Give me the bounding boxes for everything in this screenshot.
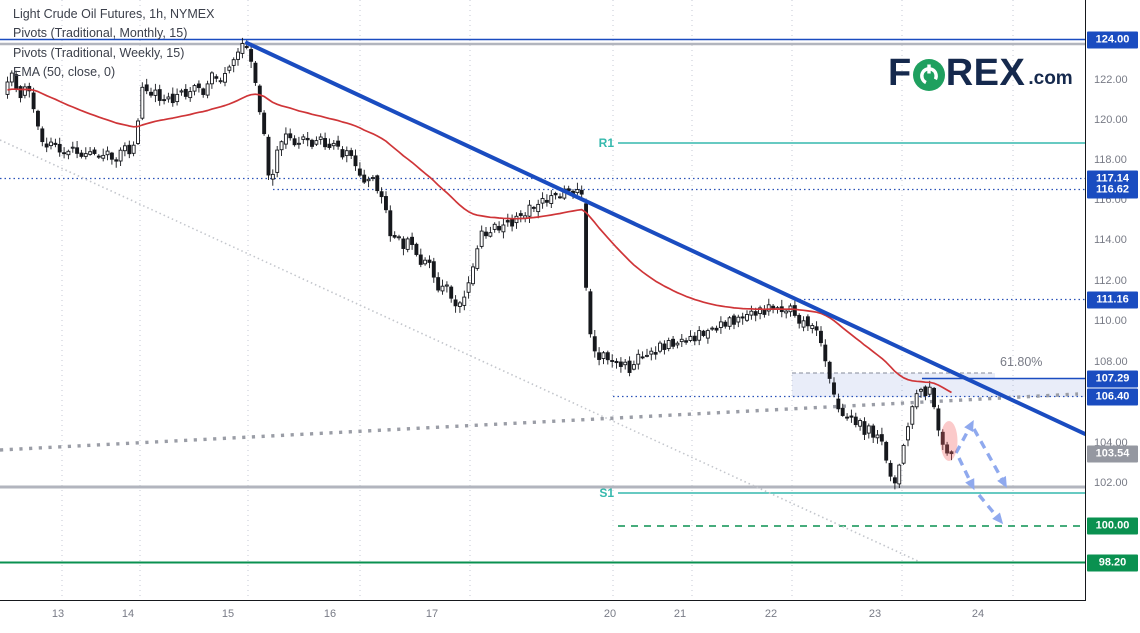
pivot-levels xyxy=(0,38,1085,564)
legend-pivots-monthly[interactable]: Pivots (Traditional, Monthly, 15) xyxy=(13,26,188,41)
price-badge-111.16: 111.16 xyxy=(1087,291,1138,308)
price-badge-106.40: 106.40 xyxy=(1087,388,1138,405)
price-badge-116.62: 116.62 xyxy=(1087,181,1138,198)
time-label-22: 22 xyxy=(764,608,778,620)
arrow-head-icon xyxy=(992,512,1004,525)
main-descending-trendline[interactable] xyxy=(245,41,1085,436)
price-tick-112.00: 112.00 xyxy=(1094,274,1127,287)
highlight-ellipse xyxy=(940,421,958,461)
price-tick-110.00: 110.00 xyxy=(1094,315,1127,327)
forecast-arrow xyxy=(954,426,972,454)
price-chart-svg[interactable] xyxy=(0,0,1085,600)
time-label-20: 20 xyxy=(603,608,617,620)
forex-com-watermark: F REX .com xyxy=(888,52,1073,95)
legend-pivots-weekly[interactable]: Pivots (Traditional, Weekly, 15) xyxy=(13,45,185,60)
chart-legend: Light Crude Oil Futures, 1h, NYMEX Pivot… xyxy=(13,5,214,83)
price-tick-118.00: 118.00 xyxy=(1094,153,1127,166)
time-label-14: 14 xyxy=(121,608,135,620)
time-label-21: 21 xyxy=(673,608,687,620)
forecast-arrow xyxy=(957,457,973,484)
arrow-head-icon xyxy=(997,475,1007,488)
power-icon xyxy=(912,58,945,91)
arrow-head-icon xyxy=(964,419,974,433)
price-badge-124.00: 124.00 xyxy=(1087,31,1138,48)
forecast-arrow xyxy=(977,493,1000,520)
candle-wicks xyxy=(7,37,952,490)
price-tick-102.00: 102.00 xyxy=(1094,477,1128,489)
fib-retracement-label: 61.80% xyxy=(1000,355,1043,369)
descending-channel-dotted xyxy=(0,139,921,563)
legend-ema[interactable]: EMA (50, close, 0) xyxy=(13,65,116,80)
ema-50-line xyxy=(7,88,952,394)
time-axis[interactable]: 13 14 15 16 17 20 21 22 23 24 xyxy=(0,601,1140,633)
time-label-16: 16 xyxy=(323,608,337,620)
time-label-15: 15 xyxy=(221,608,235,620)
price-tick-114.00: 114.00 xyxy=(1094,234,1127,246)
price-axis[interactable]: 122.00 120.00 118.00 116.00 114.00 112.00 110.… xyxy=(1086,0,1140,600)
price-badge-107.29: 107.29 xyxy=(1087,370,1138,387)
gridlines xyxy=(61,0,1014,600)
time-label-17: 17 xyxy=(425,608,439,620)
arrow-head-icon xyxy=(965,478,975,491)
time-label-13: 13 xyxy=(51,608,65,620)
legend-symbol[interactable]: Light Crude Oil Futures, 1h, NYMEX xyxy=(13,7,215,21)
time-label-24: 24 xyxy=(971,608,985,620)
candlesticks xyxy=(5,37,954,490)
price-badge-98.20: 98.20 xyxy=(1087,554,1138,571)
price-tick-120.00: 120.00 xyxy=(1094,113,1128,126)
time-label-23: 23 xyxy=(868,608,882,620)
chart-canvas[interactable]: Light Crude Oil Futures, 1h, NYMEX Pivot… xyxy=(0,0,1086,601)
logo-tld: .com xyxy=(1028,68,1073,89)
pivot-label-r1: R1 xyxy=(598,136,614,150)
logo-letter-f: F xyxy=(888,52,912,94)
price-tick-122.00: 122.00 xyxy=(1094,73,1128,86)
price-badge-103.54: 103.54 xyxy=(1087,445,1138,463)
logo-letters-rex: REX xyxy=(945,52,1026,94)
forecast-arrows xyxy=(954,419,1007,525)
price-tick-108.00: 108.00 xyxy=(1094,355,1128,368)
price-badge-100.00: 100.00 xyxy=(1087,517,1138,535)
forecast-arrow xyxy=(972,428,1005,482)
pivot-label-s1: S1 xyxy=(599,486,614,500)
